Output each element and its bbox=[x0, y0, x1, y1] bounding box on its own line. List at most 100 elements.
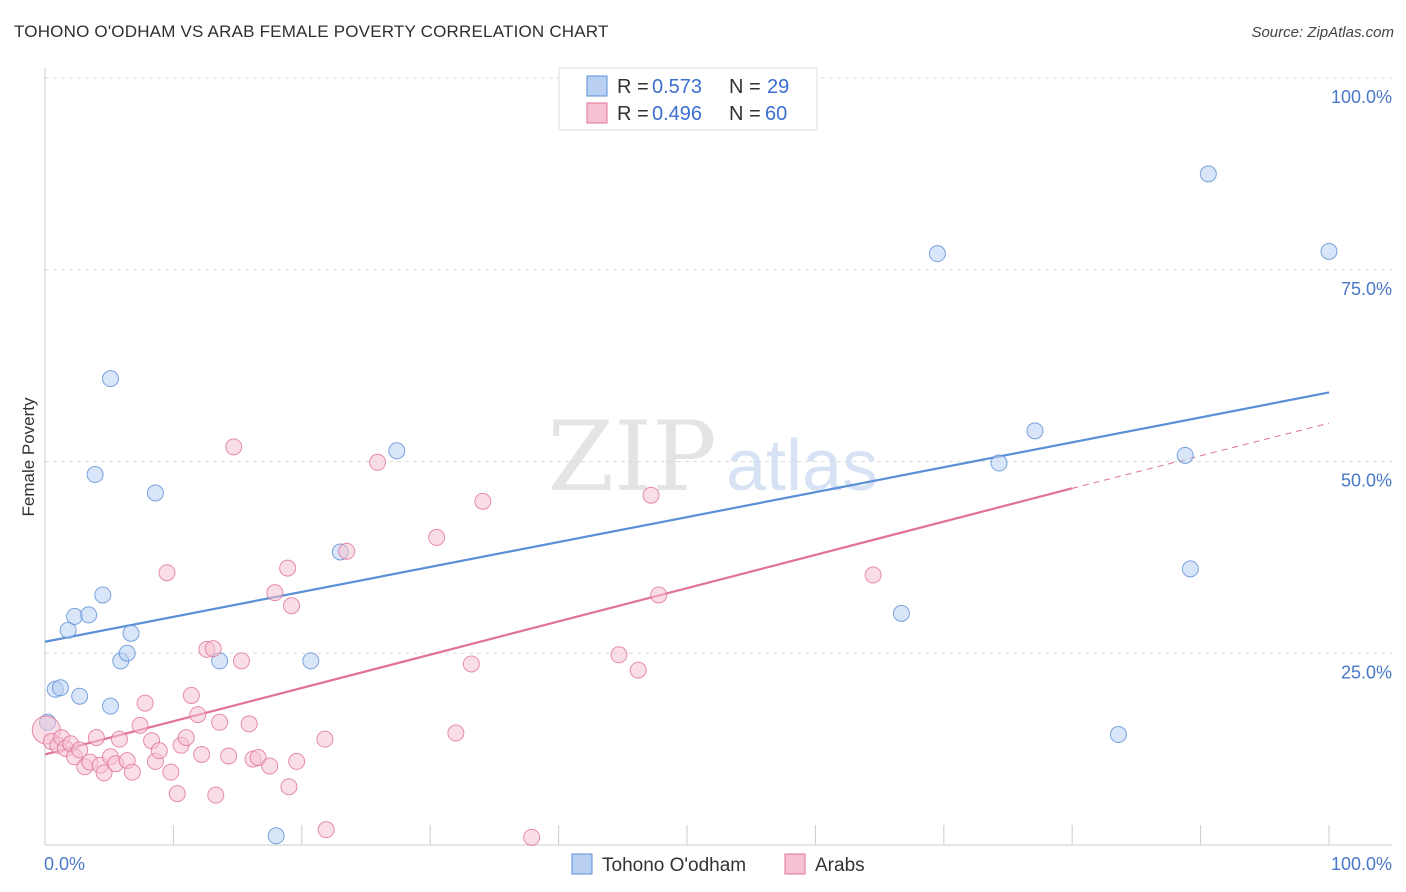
tohono-point bbox=[1181, 560, 1199, 578]
y-tick-label: 75.0% bbox=[1341, 279, 1392, 299]
tick-labels: 25.0% 50.0% 75.0% 100.0% 0.0% 100.0% bbox=[44, 87, 1392, 874]
bottom-legend-swatch-blue bbox=[571, 853, 593, 875]
tohono-point bbox=[928, 245, 946, 263]
legend-r-value-1: 0.573 bbox=[652, 76, 702, 98]
tohono-point bbox=[51, 679, 69, 697]
arab-point bbox=[189, 706, 207, 724]
arab-trend-line bbox=[44, 487, 1073, 756]
legend-r-label-1: R = bbox=[617, 76, 649, 98]
arab-point bbox=[240, 715, 258, 733]
arab-point bbox=[182, 686, 200, 704]
arab-point bbox=[207, 786, 225, 804]
arab-point bbox=[131, 716, 149, 734]
arab-point bbox=[150, 742, 168, 760]
tohono-point bbox=[101, 370, 119, 388]
tohono-point bbox=[146, 484, 164, 502]
legend-swatch-blue bbox=[586, 75, 608, 97]
legend-n-value-2: 60 bbox=[765, 103, 787, 125]
tohono-point bbox=[59, 621, 77, 639]
arab-point bbox=[211, 713, 229, 731]
arab-point bbox=[610, 646, 628, 664]
bottom-legend: Tohono O'odham Arabs bbox=[571, 853, 865, 876]
arab-point bbox=[316, 730, 334, 748]
arab-point bbox=[650, 586, 668, 604]
arab-point bbox=[642, 486, 660, 504]
arab-point bbox=[280, 778, 298, 796]
arab-point bbox=[369, 453, 387, 471]
tohono-point bbox=[94, 586, 112, 604]
y-tick-label: 100.0% bbox=[1331, 87, 1392, 107]
tohono-point bbox=[71, 687, 89, 705]
chart-source: Source: ZipAtlas.com bbox=[1251, 24, 1394, 41]
arab-point bbox=[95, 764, 113, 782]
arab-point bbox=[261, 757, 279, 775]
bottom-legend-label-2: Arabs bbox=[815, 855, 865, 876]
arab-point bbox=[193, 745, 211, 763]
arab-point bbox=[168, 785, 186, 803]
arab-point bbox=[225, 438, 243, 456]
x-tick-label-min: 0.0% bbox=[44, 854, 85, 874]
legend-box: R = 0.573 N = 29 R = 0.496 N = 60 bbox=[558, 67, 818, 131]
tohono-point bbox=[118, 644, 136, 662]
tohono-point bbox=[267, 827, 285, 845]
arab-point bbox=[204, 640, 222, 658]
tohono-point bbox=[1320, 242, 1338, 260]
tohono-point bbox=[388, 442, 406, 460]
arab-point bbox=[629, 661, 647, 679]
arab-point bbox=[110, 730, 128, 748]
arab-point bbox=[87, 729, 105, 747]
arab-point bbox=[71, 741, 89, 759]
tohono-point bbox=[1199, 165, 1217, 183]
arab-point bbox=[232, 652, 250, 670]
arab-point bbox=[523, 828, 541, 846]
tohono-point bbox=[1176, 446, 1194, 464]
arab-trend-extension bbox=[1072, 422, 1330, 489]
axes bbox=[44, 68, 1392, 846]
legend-r-value-2: 0.496 bbox=[652, 103, 702, 125]
watermark-atlas: atlas bbox=[726, 426, 878, 506]
trend-lines bbox=[44, 391, 1330, 756]
arab-point bbox=[317, 821, 335, 839]
y-tick-label: 50.0% bbox=[1341, 471, 1392, 491]
arab-point bbox=[447, 724, 465, 742]
arab-point bbox=[283, 597, 301, 615]
tohono-point bbox=[66, 607, 84, 625]
data-points bbox=[31, 165, 1338, 846]
arab-point bbox=[162, 763, 180, 781]
arab-point bbox=[136, 694, 154, 712]
tohono-point bbox=[990, 454, 1008, 472]
x-tick-label-max: 100.0% bbox=[1331, 854, 1392, 874]
y-tick-label: 25.0% bbox=[1341, 662, 1392, 682]
arab-point bbox=[249, 749, 267, 767]
tohono-trend-line bbox=[44, 391, 1330, 643]
chart-title: TOHONO O'ODHAM VS ARAB FEMALE POVERTY CO… bbox=[14, 22, 609, 41]
tohono-point bbox=[892, 604, 910, 622]
arab-point bbox=[220, 747, 238, 765]
y-axis-label: Female Poverty bbox=[19, 397, 38, 517]
arab-point bbox=[123, 763, 141, 781]
arab-point bbox=[279, 559, 297, 577]
legend-n-label-2: N = bbox=[729, 103, 761, 125]
arab-point bbox=[158, 564, 176, 582]
tohono-point bbox=[1109, 726, 1127, 744]
gridlines bbox=[45, 77, 1392, 654]
arab-point bbox=[266, 584, 284, 602]
tohono-point bbox=[122, 624, 140, 642]
watermark: ZIP atlas bbox=[547, 401, 878, 513]
legend-r-label-2: R = bbox=[617, 103, 649, 125]
tohono-point bbox=[86, 466, 104, 484]
tohono-point bbox=[302, 652, 320, 670]
legend-swatch-pink bbox=[586, 102, 608, 124]
arab-point bbox=[474, 492, 492, 510]
legend-n-label-1: N = bbox=[729, 76, 761, 98]
arab-point bbox=[288, 752, 306, 770]
tohono-point bbox=[1026, 422, 1044, 440]
tohono-point bbox=[80, 606, 98, 624]
arab-point bbox=[177, 729, 195, 747]
arab-point bbox=[428, 528, 446, 546]
arab-point bbox=[864, 566, 882, 584]
tohono-point bbox=[101, 697, 119, 715]
watermark-zip: ZIP bbox=[547, 401, 716, 513]
bottom-legend-swatch-pink bbox=[784, 853, 806, 875]
